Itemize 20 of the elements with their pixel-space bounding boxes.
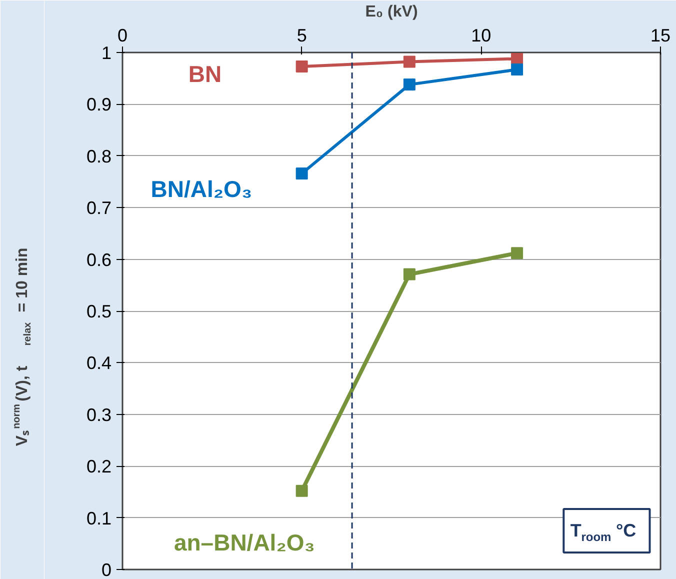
y-tick-label: 0.9 [86,94,112,115]
y-tick-label: 1 [101,43,112,63]
series-label: BN/Al₂O₃ [150,176,252,202]
x-tick-label: 10 [471,26,492,46]
y-tick-label: 0.3 [86,404,112,425]
x-tick-label: 0 [117,26,128,46]
text: Vₛnorm (V), trelax = 10 min [11,248,34,446]
y-tick-label: 0 [101,560,112,579]
x-axis-title: E₀ (kV) [365,4,418,20]
y-tick-label: 0.1 [86,508,112,528]
y-tick-label: 0.8 [86,146,112,166]
series-label: an–BN/Al₂O₃ [174,530,315,556]
y-tick-label: 0.6 [86,250,112,270]
y-tick-label: 0.7 [86,198,112,218]
x-tick-label: 15 [650,26,671,46]
text: BN [188,61,222,88]
y-tick-label: 0.4 [86,353,112,374]
y-tick-label: 0.2 [86,456,112,477]
x-tick-label: 5 [296,26,307,46]
y-tick-label: 0.5 [86,302,112,322]
